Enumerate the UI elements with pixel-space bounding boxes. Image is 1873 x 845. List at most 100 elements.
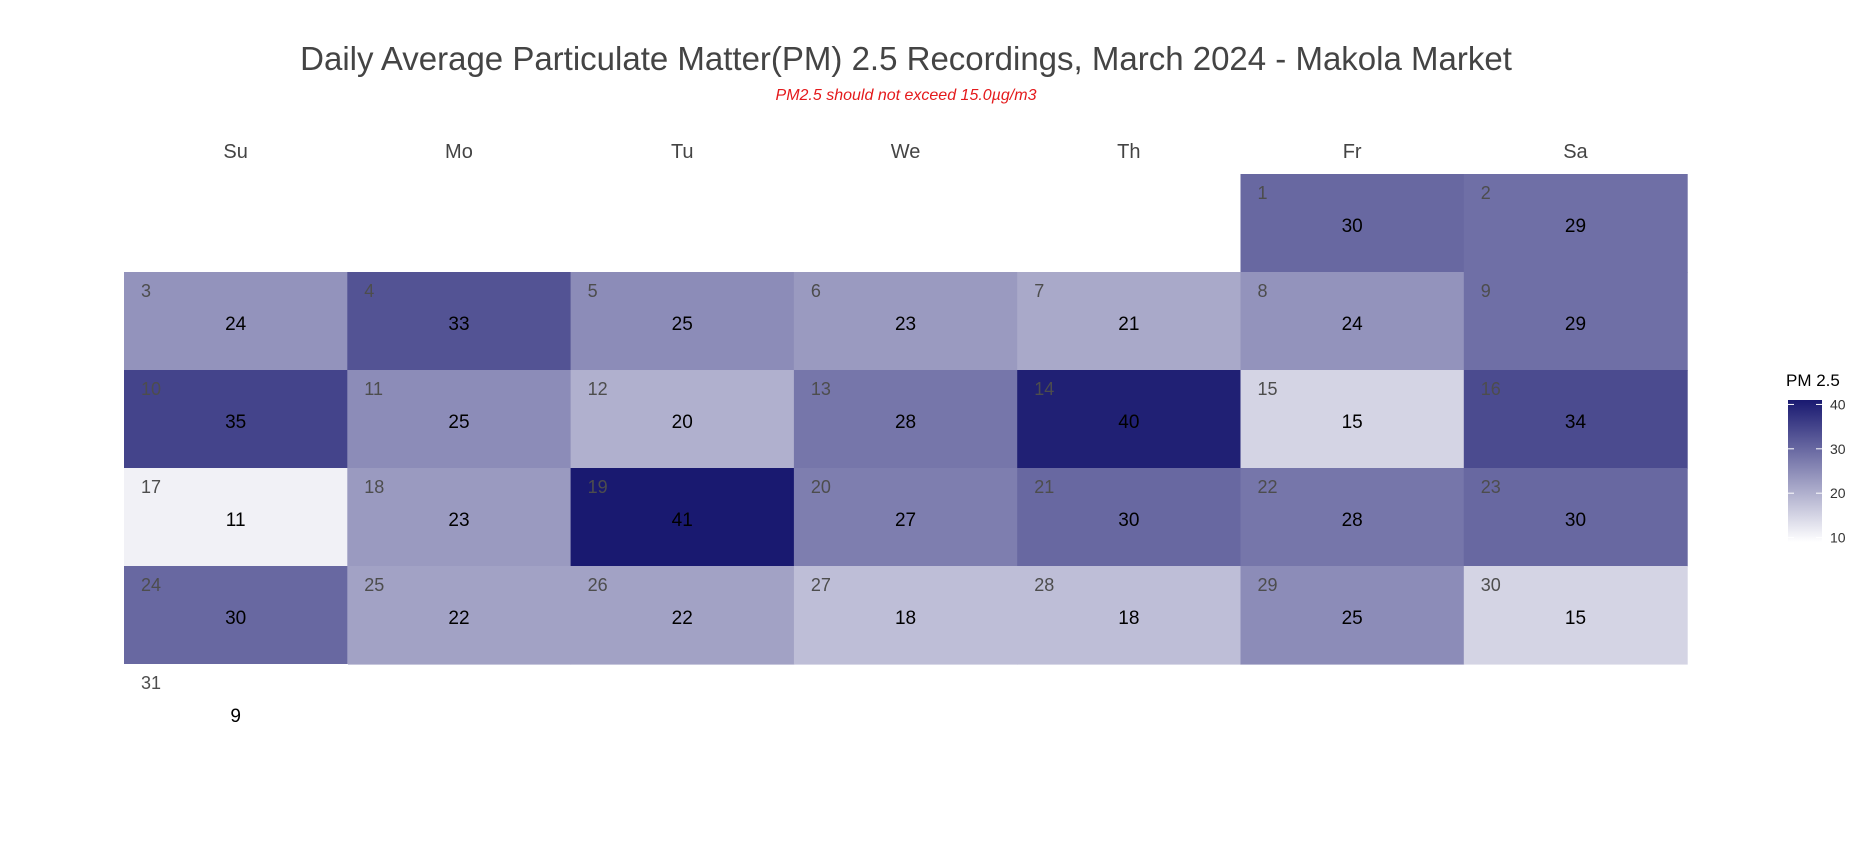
day-number-25: 25	[364, 575, 384, 595]
day-tile-16	[1463, 370, 1688, 469]
weekday-header-we: We	[891, 141, 921, 163]
day-number-17: 17	[141, 477, 161, 497]
weekday-header-th: Th	[1117, 141, 1140, 163]
day-value-2: 29	[1565, 216, 1586, 237]
day-number-26: 26	[588, 575, 608, 595]
day-value-25: 22	[448, 608, 469, 629]
day-value-28: 18	[1118, 608, 1139, 629]
day-tile-23	[1463, 468, 1688, 567]
day-tile-5	[570, 272, 795, 371]
day-tile-27	[793, 566, 1018, 665]
day-value-17: 11	[226, 510, 246, 531]
legend-tick-label-40: 40	[1830, 396, 1846, 412]
day-number-11: 11	[364, 379, 383, 399]
weekday-header-su: Su	[223, 141, 247, 163]
day-number-10: 10	[141, 379, 161, 399]
day-number-19: 19	[588, 477, 608, 497]
day-number-1: 1	[1258, 183, 1268, 203]
day-number-23: 23	[1481, 477, 1501, 497]
day-number-3: 3	[141, 281, 151, 301]
day-value-19: 41	[672, 510, 693, 531]
day-value-18: 23	[448, 510, 469, 531]
day-number-20: 20	[811, 477, 831, 497]
chart-subtitle: PM2.5 should not exceed 15.0µg/m3	[775, 87, 1037, 104]
day-value-6: 23	[895, 314, 916, 335]
day-tile-1	[1240, 174, 1465, 273]
day-tile-31	[124, 664, 348, 763]
day-tile-14	[1017, 370, 1242, 469]
weekday-header-mo: Mo	[445, 141, 473, 163]
day-number-5: 5	[588, 281, 598, 301]
legend-title: PM 2.5	[1786, 371, 1840, 390]
day-number-4: 4	[364, 281, 374, 301]
day-value-16: 34	[1565, 412, 1587, 433]
day-number-8: 8	[1258, 281, 1268, 301]
day-tile-7	[1017, 272, 1242, 371]
day-value-29: 25	[1342, 608, 1363, 629]
weekday-header-tu: Tu	[671, 141, 694, 163]
day-tile-24	[124, 566, 348, 665]
day-number-7: 7	[1034, 281, 1044, 301]
chart-title: Daily Average Particulate Matter(PM) 2.5…	[300, 40, 1512, 77]
day-tile-12	[570, 370, 795, 469]
day-tile-4	[347, 272, 572, 371]
day-tile-20	[793, 468, 1018, 567]
day-number-29: 29	[1258, 575, 1278, 595]
day-tile-3	[124, 272, 348, 371]
day-tile-17	[124, 468, 348, 567]
day-tile-11	[347, 370, 572, 469]
day-tile-19	[570, 468, 795, 567]
day-value-20: 27	[895, 510, 916, 531]
day-tile-8	[1240, 272, 1465, 371]
day-value-15: 15	[1342, 412, 1363, 433]
day-tile-2	[1463, 174, 1688, 273]
day-number-15: 15	[1258, 379, 1278, 399]
day-value-8: 24	[1342, 314, 1364, 335]
day-number-9: 9	[1481, 281, 1491, 301]
day-value-21: 30	[1118, 510, 1139, 531]
day-value-13: 28	[895, 412, 916, 433]
day-tile-13	[793, 370, 1018, 469]
day-number-21: 21	[1034, 477, 1054, 497]
day-tile-9	[1463, 272, 1688, 371]
day-number-27: 27	[811, 575, 831, 595]
legend-tick-label-20: 20	[1830, 485, 1846, 501]
day-value-30: 15	[1565, 608, 1586, 629]
day-value-11: 25	[448, 412, 469, 433]
day-value-1: 30	[1342, 216, 1363, 237]
day-value-23: 30	[1565, 510, 1586, 531]
day-value-5: 25	[672, 314, 693, 335]
weekday-header-fr: Fr	[1343, 141, 1362, 163]
day-number-2: 2	[1481, 183, 1491, 203]
day-value-24: 30	[225, 608, 246, 629]
day-value-14: 40	[1118, 412, 1139, 433]
day-value-27: 18	[895, 608, 916, 629]
day-value-3: 24	[225, 314, 247, 335]
day-tile-25	[347, 566, 572, 665]
day-number-18: 18	[364, 477, 384, 497]
weekday-header-sa: Sa	[1563, 141, 1588, 163]
day-number-22: 22	[1258, 477, 1278, 497]
day-number-13: 13	[811, 379, 831, 399]
day-tile-30	[1463, 566, 1688, 665]
legend-tick-label-30: 30	[1830, 441, 1846, 457]
day-number-28: 28	[1034, 575, 1054, 595]
day-value-12: 20	[672, 412, 693, 433]
day-tile-15	[1240, 370, 1465, 469]
day-value-9: 29	[1565, 314, 1586, 335]
day-tile-29	[1240, 566, 1465, 665]
day-number-24: 24	[141, 575, 161, 595]
day-number-31: 31	[141, 673, 161, 693]
day-value-31: 9	[230, 706, 241, 727]
day-tile-6	[793, 272, 1018, 371]
day-number-30: 30	[1481, 575, 1501, 595]
day-number-6: 6	[811, 281, 821, 301]
day-tile-22	[1240, 468, 1465, 567]
day-tile-26	[570, 566, 795, 665]
day-tile-28	[1017, 566, 1242, 665]
day-value-4: 33	[448, 314, 469, 335]
day-value-26: 22	[672, 608, 693, 629]
day-number-16: 16	[1481, 379, 1501, 399]
